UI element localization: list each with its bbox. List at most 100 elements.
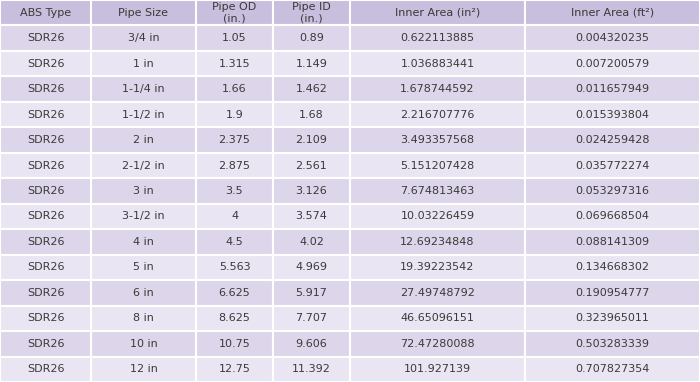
Text: 3.5: 3.5: [225, 186, 244, 196]
Text: 5.151207428: 5.151207428: [400, 160, 475, 170]
Bar: [196, 204, 273, 229]
Text: SDR26: SDR26: [27, 288, 64, 298]
Bar: [525, 178, 700, 204]
Text: 5.563: 5.563: [218, 262, 251, 272]
Bar: [273, 76, 350, 102]
Text: 12 in: 12 in: [130, 364, 158, 374]
Text: 0.134668302: 0.134668302: [575, 262, 650, 272]
Bar: [0, 204, 91, 229]
Bar: [273, 51, 350, 76]
Text: 1.68: 1.68: [299, 110, 324, 120]
Bar: [350, 153, 525, 178]
Bar: [273, 26, 350, 51]
Bar: [0, 331, 91, 356]
Bar: [91, 153, 196, 178]
Text: 46.65096151: 46.65096151: [400, 313, 475, 323]
Bar: [0, 178, 91, 204]
Bar: [196, 306, 273, 331]
Bar: [0, 229, 91, 255]
Bar: [91, 102, 196, 127]
Text: 4.969: 4.969: [295, 262, 328, 272]
Bar: [196, 255, 273, 280]
Text: Inner Area (ft²): Inner Area (ft²): [571, 8, 654, 18]
Bar: [350, 127, 525, 153]
Bar: [350, 306, 525, 331]
Text: SDR26: SDR26: [27, 212, 64, 222]
Text: SDR26: SDR26: [27, 364, 64, 374]
Bar: [0, 51, 91, 76]
Bar: [350, 331, 525, 356]
Bar: [0, 102, 91, 127]
Text: 4.02: 4.02: [299, 237, 324, 247]
Text: 8 in: 8 in: [133, 313, 154, 323]
Bar: [525, 229, 700, 255]
Bar: [350, 229, 525, 255]
Bar: [350, 356, 525, 382]
Bar: [273, 306, 350, 331]
Text: SDR26: SDR26: [27, 186, 64, 196]
Bar: [525, 127, 700, 153]
Bar: [525, 280, 700, 306]
Text: 2.875: 2.875: [218, 160, 251, 170]
Text: 2.216707776: 2.216707776: [400, 110, 475, 120]
Text: 12.69234848: 12.69234848: [400, 237, 475, 247]
Text: 7.674813463: 7.674813463: [400, 186, 475, 196]
Bar: [91, 51, 196, 76]
Text: 27.49748792: 27.49748792: [400, 288, 475, 298]
Text: 0.015393804: 0.015393804: [575, 110, 650, 120]
Bar: [350, 51, 525, 76]
Bar: [196, 331, 273, 356]
Text: SDR26: SDR26: [27, 160, 64, 170]
Bar: [273, 204, 350, 229]
Text: 1.678744592: 1.678744592: [400, 84, 475, 94]
Bar: [91, 255, 196, 280]
Bar: [350, 102, 525, 127]
Bar: [525, 26, 700, 51]
Text: 1.9: 1.9: [225, 110, 244, 120]
Text: 2-1/2 in: 2-1/2 in: [122, 160, 165, 170]
Text: 0.622113885: 0.622113885: [400, 33, 475, 43]
Bar: [196, 127, 273, 153]
Text: Inner Area (in²): Inner Area (in²): [395, 8, 480, 18]
Bar: [273, 356, 350, 382]
Bar: [0, 153, 91, 178]
Bar: [91, 280, 196, 306]
Text: 0.007200579: 0.007200579: [575, 59, 650, 69]
Text: SDR26: SDR26: [27, 59, 64, 69]
Bar: [91, 26, 196, 51]
Bar: [0, 280, 91, 306]
Text: 1.036883441: 1.036883441: [400, 59, 475, 69]
Bar: [525, 76, 700, 102]
Text: 0.707827354: 0.707827354: [575, 364, 650, 374]
Text: SDR26: SDR26: [27, 313, 64, 323]
Bar: [273, 280, 350, 306]
Text: 0.503283339: 0.503283339: [575, 339, 650, 349]
Bar: [525, 204, 700, 229]
Text: 1.05: 1.05: [222, 33, 247, 43]
Bar: [0, 356, 91, 382]
Text: 0.323965011: 0.323965011: [575, 313, 650, 323]
Bar: [196, 229, 273, 255]
Bar: [273, 229, 350, 255]
Text: SDR26: SDR26: [27, 339, 64, 349]
Text: 9.606: 9.606: [295, 339, 328, 349]
Bar: [525, 0, 700, 26]
Bar: [350, 0, 525, 26]
Text: 1.149: 1.149: [295, 59, 328, 69]
Text: 0.024259428: 0.024259428: [575, 135, 650, 145]
Text: 4 in: 4 in: [133, 237, 154, 247]
Text: 11.392: 11.392: [292, 364, 331, 374]
Text: 1-1/2 in: 1-1/2 in: [122, 110, 164, 120]
Bar: [350, 255, 525, 280]
Bar: [196, 26, 273, 51]
Text: 0.069668504: 0.069668504: [575, 212, 650, 222]
Text: 2.375: 2.375: [218, 135, 251, 145]
Text: 1-1/4 in: 1-1/4 in: [122, 84, 164, 94]
Bar: [91, 229, 196, 255]
Bar: [196, 102, 273, 127]
Text: 12.75: 12.75: [218, 364, 251, 374]
Text: 10.75: 10.75: [218, 339, 251, 349]
Text: 1 in: 1 in: [133, 59, 154, 69]
Text: 0.053297316: 0.053297316: [575, 186, 650, 196]
Bar: [273, 331, 350, 356]
